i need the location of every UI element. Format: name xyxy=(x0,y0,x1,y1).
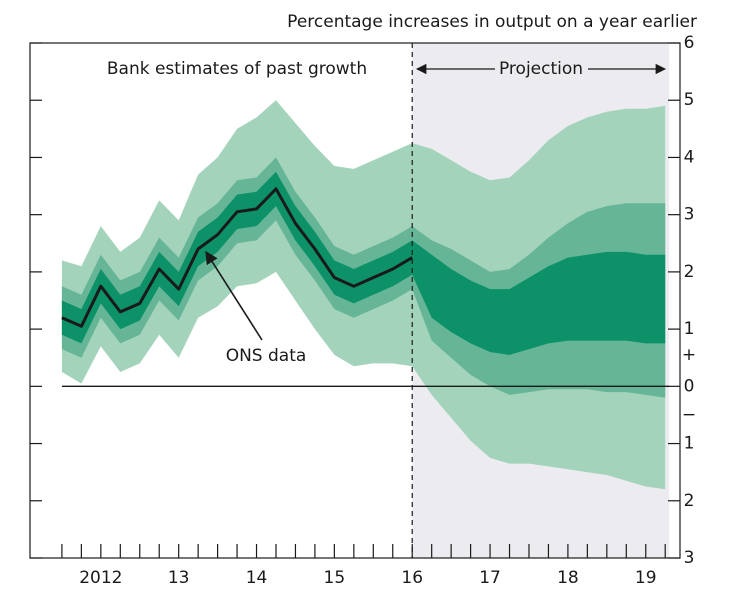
axis-title: Percentage increases in output on a year… xyxy=(287,12,697,32)
axes-layer: 3 2 1 0 1 2 3 4 5 6 2012 13 14 15 16 17 18 19 xyxy=(29,33,695,588)
y-tick-label: 1 xyxy=(684,319,695,339)
y-tick-label: 1 xyxy=(684,434,695,454)
x-tick-label: 19 xyxy=(635,568,657,588)
annotation: Bank estimates of past growth xyxy=(107,59,367,79)
fan-layer xyxy=(61,100,666,490)
annotation: Projection xyxy=(499,59,583,79)
x-tick-label: 16 xyxy=(401,568,423,588)
y-tick-label: 2 xyxy=(684,262,695,282)
sign-label: − xyxy=(682,405,696,425)
x-tick-label: 15 xyxy=(324,568,346,588)
x-tick-label: 2012 xyxy=(79,568,122,588)
y-tick-label: 3 xyxy=(684,205,695,225)
y-tick-label: 3 xyxy=(684,548,695,568)
y-tick-label: 6 xyxy=(684,33,695,53)
x-tick-label: 17 xyxy=(479,568,501,588)
x-tick-label: 13 xyxy=(168,568,190,588)
arrow xyxy=(205,250,263,341)
annotation: ONS data xyxy=(226,346,307,366)
x-tick-label: 14 xyxy=(246,568,268,588)
y-tick-label: 5 xyxy=(684,90,695,110)
x-tick-label: 18 xyxy=(557,568,579,588)
y-tick-label: 2 xyxy=(684,491,695,511)
y-tick-label: 0 xyxy=(684,376,695,396)
fan-band xyxy=(61,171,666,355)
plot-frame xyxy=(29,42,681,559)
sign-label: + xyxy=(682,345,696,365)
y-tick-label: 4 xyxy=(684,147,695,167)
data-line xyxy=(61,187,413,328)
